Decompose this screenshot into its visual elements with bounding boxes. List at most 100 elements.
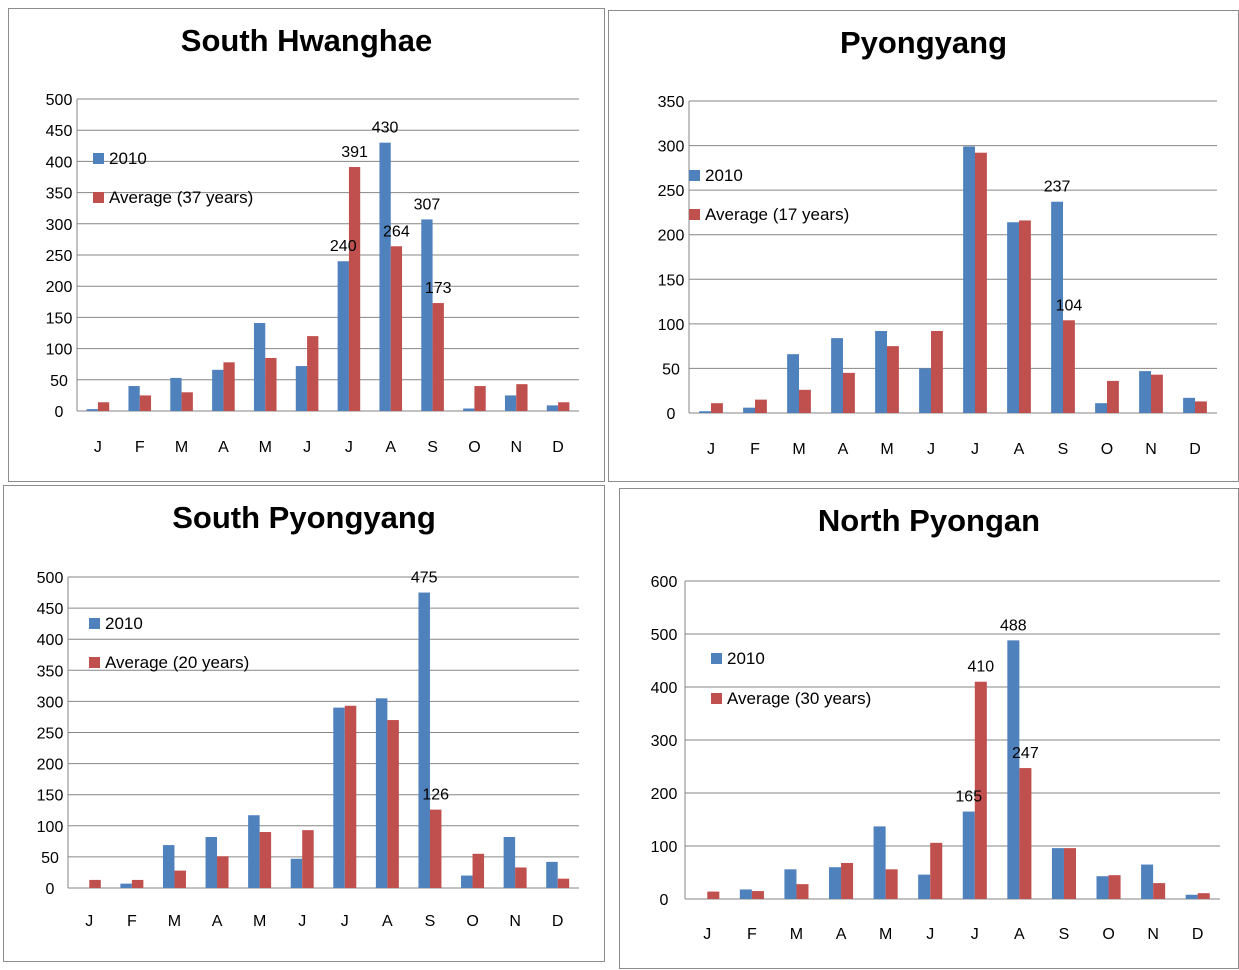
bar-average <box>131 879 144 888</box>
bar-average <box>474 386 486 411</box>
bar-2010 <box>546 861 558 888</box>
y-tick-label: 200 <box>651 786 678 803</box>
bar-2010 <box>504 395 517 411</box>
x-tick-label: S <box>1059 926 1070 943</box>
bar-2010 <box>918 874 931 899</box>
y-tick-label: 400 <box>651 680 678 697</box>
bar-2010 <box>463 408 475 411</box>
y-tick-label: 100 <box>651 839 678 856</box>
x-tick-label: M <box>175 439 188 456</box>
y-tick-label: 100 <box>658 317 685 334</box>
data-label: 104 <box>1056 297 1083 314</box>
x-tick-label: F <box>135 439 145 456</box>
x-tick-label: O <box>1101 441 1113 458</box>
bar-2010 <box>1096 876 1109 899</box>
bar-average <box>1153 883 1166 899</box>
x-tick-label: D <box>1189 441 1201 458</box>
bar-2010 <box>295 366 308 411</box>
y-tick-label: 200 <box>658 228 685 245</box>
bar-average <box>557 878 570 888</box>
x-tick-label: A <box>838 441 849 458</box>
bar-average <box>429 809 442 888</box>
chart-svg: 0 50 100 150 200 250 300 350 400 450 500 J F M A M J J A S O… <box>46 92 579 456</box>
chart-title: North Pyongan <box>817 503 1041 538</box>
y-tick-label: 300 <box>46 217 73 234</box>
x-tick-label: J <box>298 913 306 930</box>
y-tick-label: 250 <box>37 726 64 743</box>
bar-average <box>887 346 899 413</box>
y-tick-label: 200 <box>46 279 73 296</box>
bar-2010 <box>1139 371 1151 413</box>
legend-swatch <box>89 657 100 668</box>
bar-average <box>558 402 570 411</box>
x-tick-label: M <box>790 926 803 943</box>
legend-label: 2010 <box>705 166 743 185</box>
bar-average <box>265 357 277 411</box>
bar-2010 <box>379 142 391 411</box>
x-tick-label: D <box>552 913 564 930</box>
bar-average <box>707 891 720 899</box>
x-tick-label: J <box>345 439 353 456</box>
y-tick-label: 100 <box>37 819 64 836</box>
bar-average <box>975 152 987 413</box>
x-tick-label: J <box>927 441 935 458</box>
y-tick-label: 0 <box>667 406 676 423</box>
legend-label: Average (37 years) <box>109 188 253 207</box>
bar-average <box>843 372 855 413</box>
x-tick-label: S <box>1058 441 1069 458</box>
data-label: 391 <box>341 144 368 161</box>
data-label: 173 <box>425 280 452 297</box>
bar-average <box>751 891 764 899</box>
x-tick-label: J <box>707 441 715 458</box>
data-label: 488 <box>1000 617 1027 634</box>
bar-2010 <box>1141 864 1154 899</box>
bar-2010 <box>337 261 349 411</box>
x-tick-label: S <box>425 913 436 930</box>
bar-average <box>885 869 898 899</box>
bar-average <box>307 336 319 411</box>
x-tick-label: J <box>303 439 311 456</box>
bar-average <box>174 870 186 888</box>
bar-2010 <box>873 826 886 899</box>
y-tick-label: 500 <box>651 627 678 644</box>
bar-2010 <box>831 338 843 413</box>
legend-swatch <box>93 192 104 203</box>
x-tick-label: A <box>212 913 223 930</box>
chart-svg: 0 50 100 150 200 250 300 350 400 450 500 J F M A M J J A S O… <box>37 570 579 930</box>
legend-swatch <box>711 653 722 664</box>
legend-label: Average (20 years) <box>105 653 249 672</box>
x-tick-label: F <box>747 926 757 943</box>
x-tick-label: O <box>468 439 480 456</box>
bar-average <box>515 867 527 888</box>
y-tick-label: 350 <box>46 186 73 203</box>
chart-svg: 0 50 100 150 200 250 300 350 J F M A M J J A S O N D 237 104 2… <box>658 94 1217 458</box>
bar-2010 <box>418 592 430 888</box>
bar-2010 <box>1051 848 1064 899</box>
bar-2010 <box>205 836 218 888</box>
x-tick-label: A <box>836 926 847 943</box>
bar-2010 <box>421 219 433 411</box>
legend-swatch <box>89 618 100 629</box>
x-tick-label: A <box>382 913 393 930</box>
x-tick-label: F <box>127 913 137 930</box>
bar-average <box>387 720 399 888</box>
bar-average <box>796 884 809 899</box>
y-tick-label: 50 <box>50 373 68 390</box>
bar-average <box>930 842 943 899</box>
data-label: 240 <box>330 238 357 255</box>
bar-average <box>1019 768 1032 899</box>
y-tick-label: 400 <box>46 154 73 171</box>
bar-2010 <box>1183 397 1195 413</box>
y-tick-label: 0 <box>46 881 55 898</box>
bar-average <box>516 384 528 411</box>
data-label: 410 <box>967 659 994 676</box>
x-tick-label: N <box>1147 926 1159 943</box>
y-tick-label: 600 <box>651 574 678 591</box>
bar-2010 <box>290 858 303 888</box>
data-label: 264 <box>383 223 410 240</box>
bar-2010 <box>699 411 711 413</box>
bar-average <box>217 856 229 888</box>
bar-2010 <box>333 707 345 888</box>
y-tick-label: 450 <box>46 123 73 140</box>
legend-swatch <box>711 693 722 704</box>
